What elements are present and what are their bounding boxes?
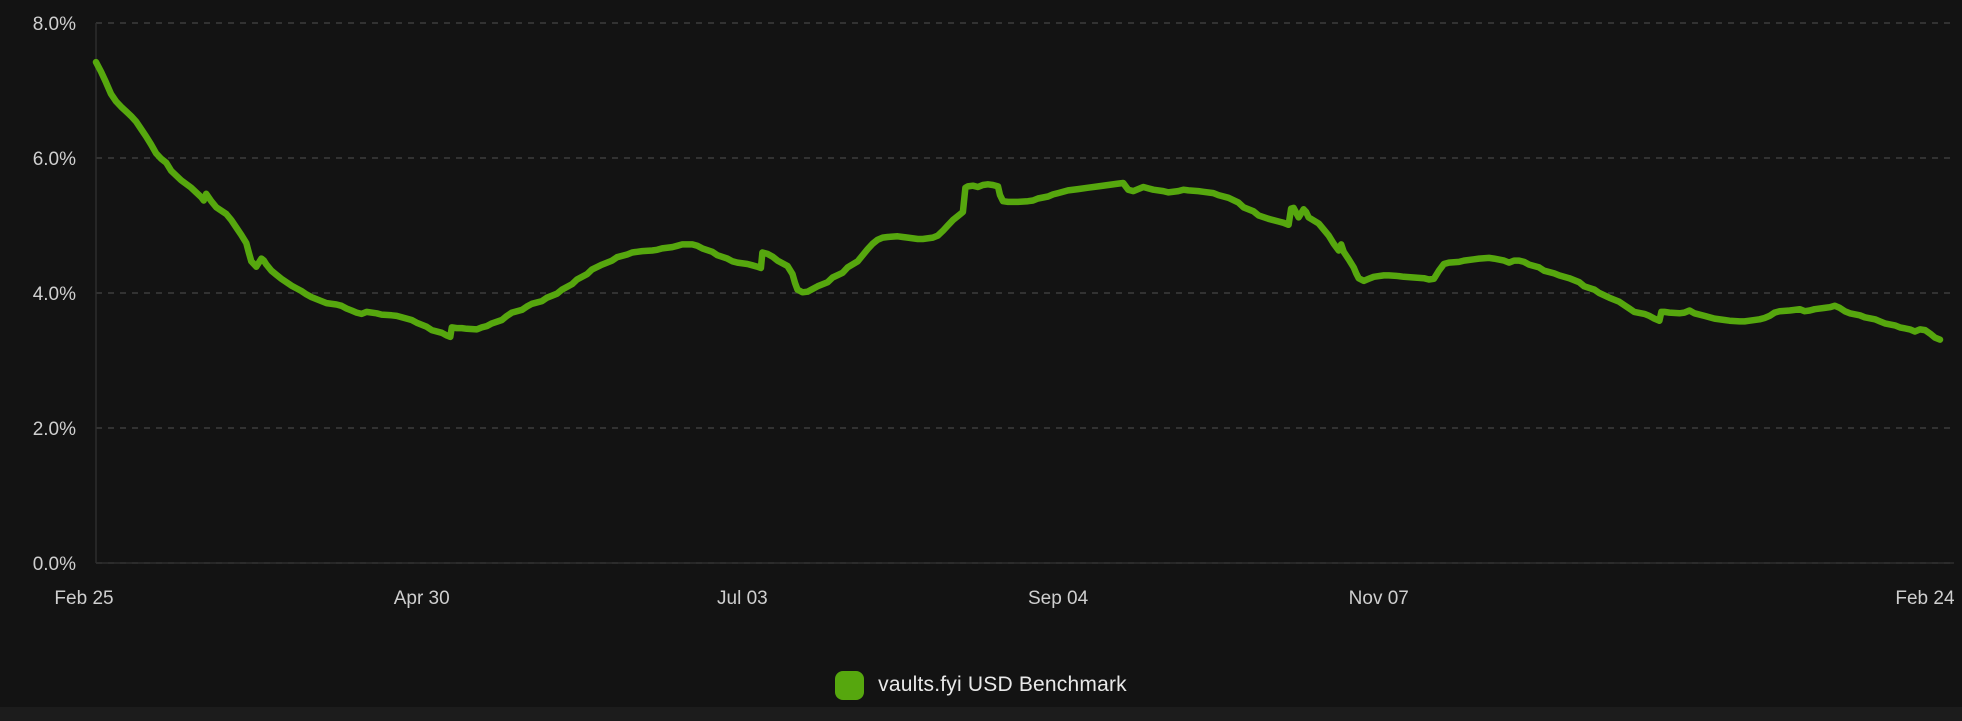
y-axis-tick-label: 6.0%: [33, 149, 76, 170]
legend-series-label: vaults.fyi USD Benchmark: [878, 673, 1127, 696]
y-axis-tick-label: 2.0%: [33, 419, 76, 440]
footer-strip: [0, 707, 1962, 721]
x-axis-tick-label: Sep 04: [1028, 588, 1089, 609]
x-axis-tick-label: Jul 03: [717, 588, 768, 609]
legend-item-usd-benchmark[interactable]: vaults.fyi USD Benchmark: [835, 670, 1127, 700]
y-axis-tick-label: 8.0%: [33, 14, 76, 35]
x-axis-tick-label: Apr 30: [394, 588, 450, 609]
y-axis-tick-label: 4.0%: [33, 284, 76, 305]
series-color-swatch-icon: [835, 670, 865, 700]
series-line-usd-benchmark[interactable]: [92, 58, 1944, 343]
y-axis-tick-label: 0.0%: [33, 554, 76, 575]
x-axis-tick-label: Feb 25: [54, 588, 113, 609]
chart-legend: vaults.fyi USD Benchmark: [0, 663, 1962, 707]
x-axis-tick-label: Feb 24: [1895, 588, 1955, 609]
x-axis-tick-label: Nov 07: [1349, 588, 1409, 609]
